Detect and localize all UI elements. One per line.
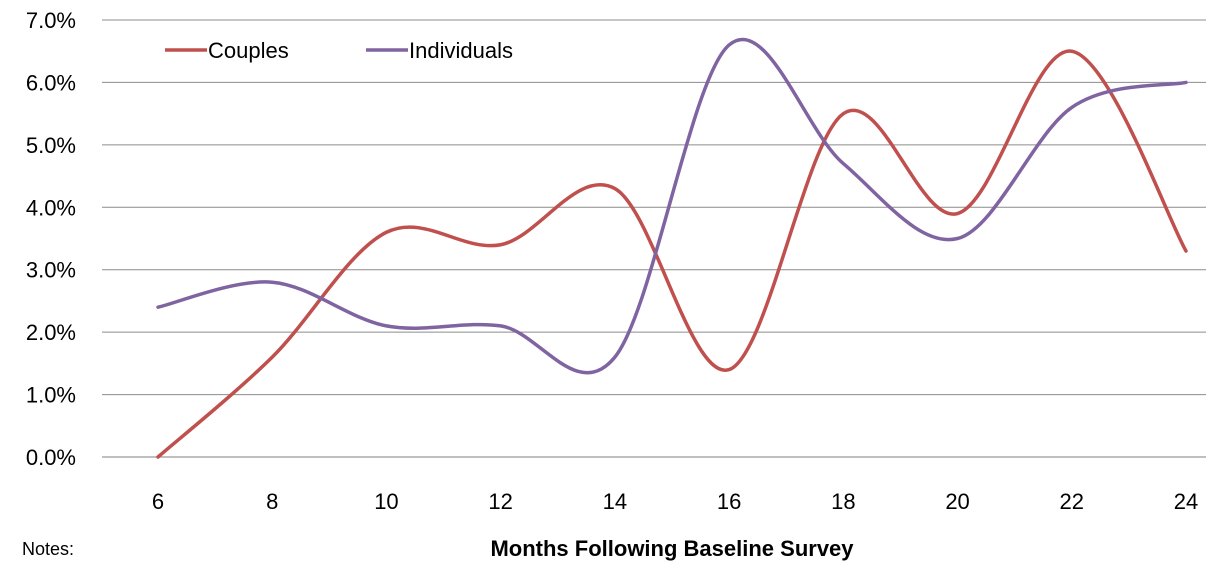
legend: Couples Individuals [165, 38, 513, 63]
y-axis-ticks: 0.0% 1.0% 2.0% 3.0% 4.0% 5.0% 6.0% 7.0% [26, 8, 76, 470]
y-tick-label: 6.0% [26, 70, 76, 95]
legend-label: Individuals [409, 38, 513, 63]
y-tick-label: 2.0% [26, 320, 76, 345]
y-tick-label: 5.0% [26, 133, 76, 158]
x-axis-ticks: 6 8 10 12 14 16 18 20 22 24 [152, 489, 1198, 514]
x-tick-label: 18 [831, 489, 855, 514]
series-line-individuals [156, 37, 1188, 375]
x-axis-label: Months Following Baseline Survey [490, 536, 854, 561]
y-tick-label: 7.0% [26, 8, 76, 33]
legend-label: Couples [208, 38, 289, 63]
x-tick-label: 24 [1174, 489, 1198, 514]
x-tick-label: 12 [488, 489, 512, 514]
x-tick-label: 16 [717, 489, 741, 514]
legend-item-individuals: Individuals [366, 38, 513, 63]
x-tick-label: 20 [945, 489, 969, 514]
y-tick-label: 4.0% [26, 195, 76, 220]
x-tick-label: 6 [152, 489, 164, 514]
x-tick-label: 14 [603, 489, 627, 514]
x-tick-label: 22 [1060, 489, 1084, 514]
y-tick-label: 3.0% [26, 258, 76, 283]
gridlines [102, 19, 1206, 458]
series-lines [156, 37, 1188, 459]
notes-label: Notes: [22, 539, 74, 559]
x-tick-label: 8 [266, 489, 278, 514]
x-tick-label: 10 [374, 489, 398, 514]
series-line-couples [156, 49, 1188, 459]
y-tick-label: 1.0% [26, 383, 76, 408]
legend-item-couples: Couples [165, 38, 289, 63]
y-tick-label: 0.0% [26, 445, 76, 470]
